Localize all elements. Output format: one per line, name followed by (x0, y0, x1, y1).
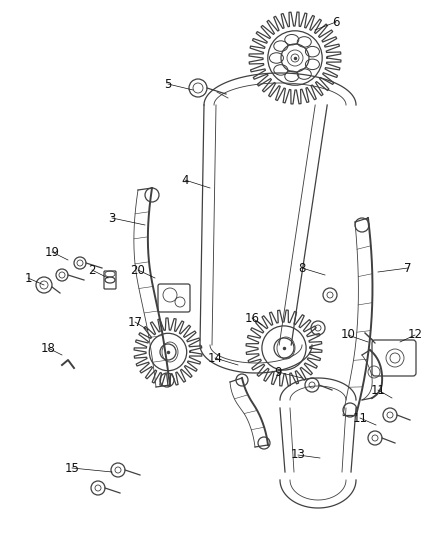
Text: 18: 18 (41, 342, 56, 354)
Text: 20: 20 (131, 263, 145, 277)
Text: 11: 11 (371, 384, 385, 397)
Text: 3: 3 (108, 212, 116, 224)
Text: 19: 19 (45, 246, 60, 259)
Text: 10: 10 (341, 328, 356, 342)
Text: 4: 4 (181, 174, 189, 187)
Text: 13: 13 (290, 448, 305, 462)
Text: 9: 9 (274, 366, 282, 378)
Text: 15: 15 (64, 462, 79, 474)
Text: 11: 11 (353, 411, 367, 424)
Text: 7: 7 (404, 262, 412, 274)
Text: 8: 8 (298, 262, 306, 274)
Text: 5: 5 (164, 77, 172, 91)
Text: 2: 2 (88, 263, 96, 277)
Text: 14: 14 (208, 351, 223, 365)
Text: 1: 1 (24, 271, 32, 285)
Text: 16: 16 (244, 311, 259, 325)
Text: 12: 12 (407, 328, 423, 342)
Text: 6: 6 (332, 15, 340, 28)
Text: 17: 17 (127, 316, 142, 328)
